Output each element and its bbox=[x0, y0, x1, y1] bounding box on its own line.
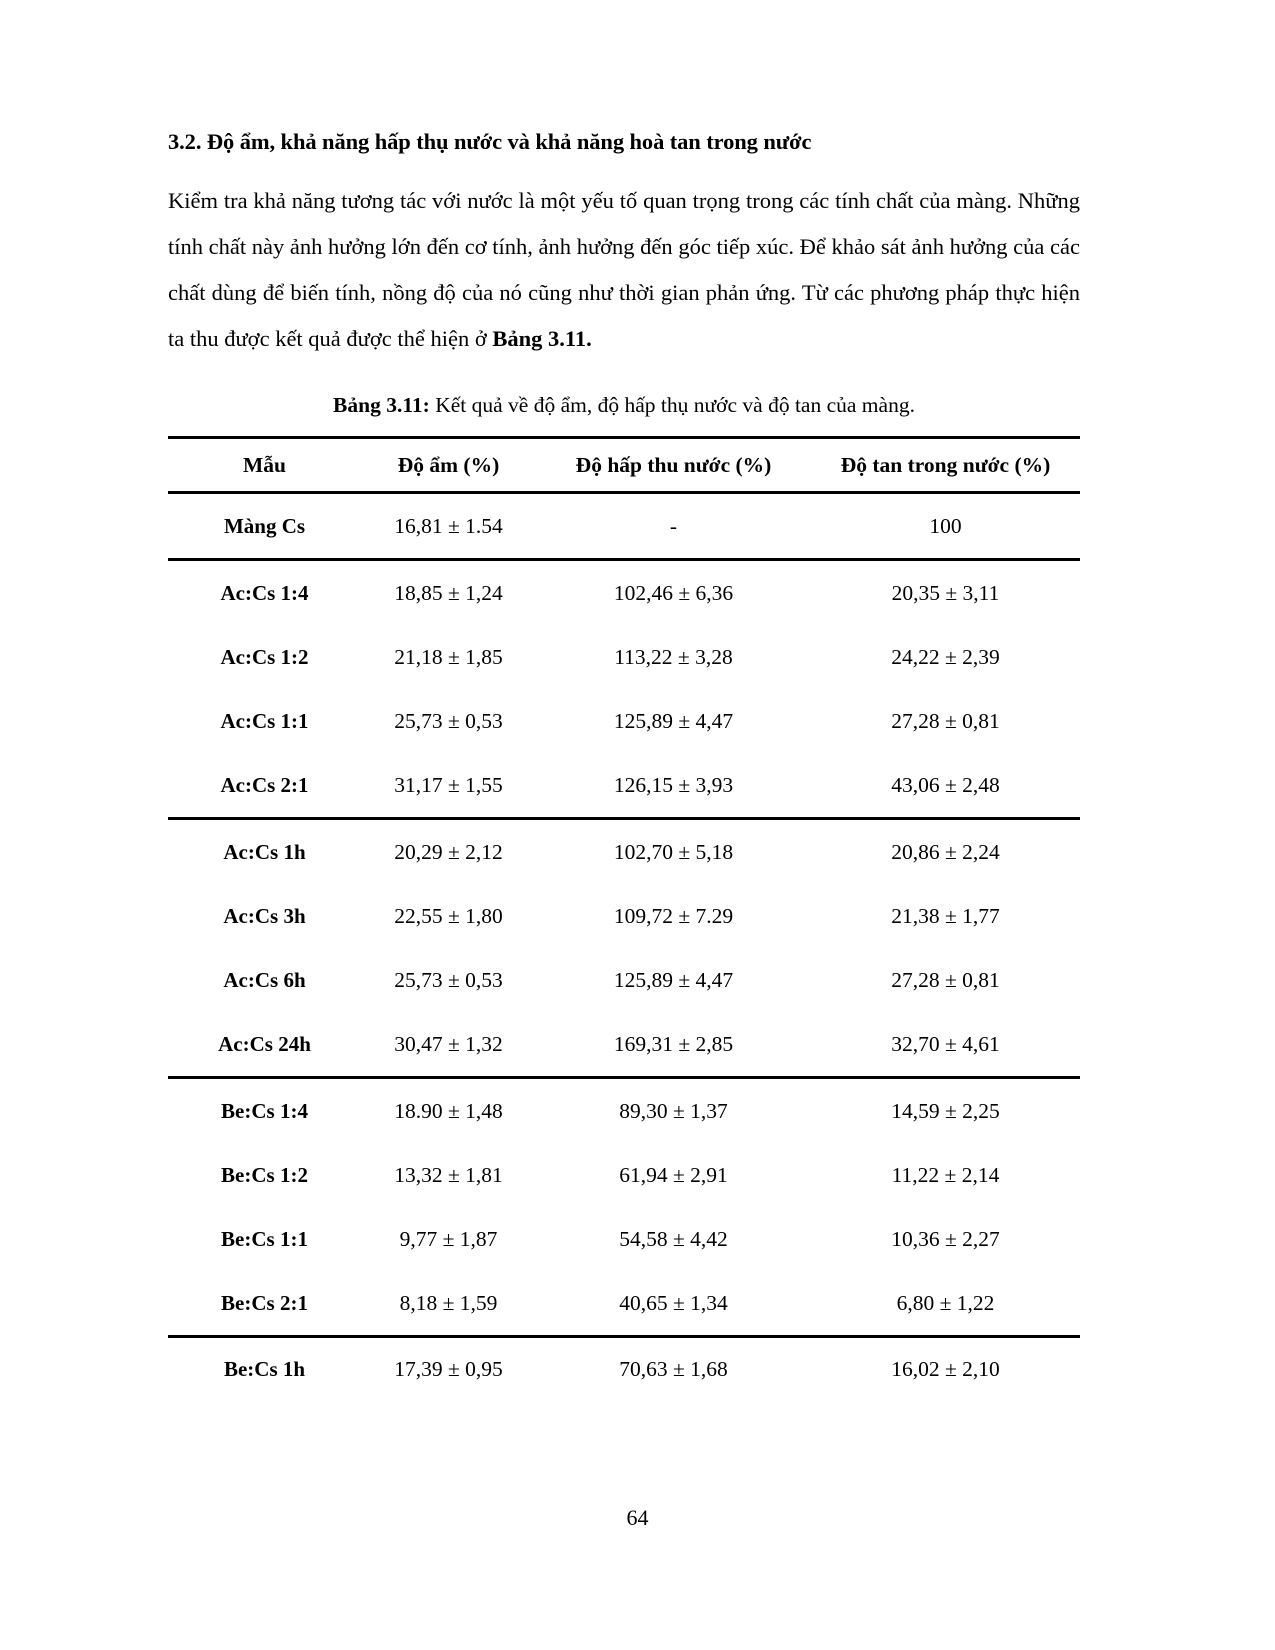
paragraph-text: Kiểm tra khả năng tương tác với nước là … bbox=[168, 188, 1080, 352]
column-header-absorption: Độ hấp thu nước (%) bbox=[575, 452, 772, 477]
cell-solubility: 32,70 ± 4,61 bbox=[891, 1031, 1000, 1056]
paragraph-bold-reference: Bảng 3.11. bbox=[492, 326, 592, 352]
table-row: Be:Cs 1:4 18.90 ± 1,48 89,30 ± 1,37 14,59 ±… bbox=[168, 1078, 1080, 1144]
body-paragraph: Kiểm tra khả năng tương tác với nước là … bbox=[168, 178, 1080, 362]
cell-sample: Ac:Cs 1:2 bbox=[220, 644, 309, 669]
page-content: 3.2. Độ ẩm, khả năng hấp thụ nước và khả… bbox=[168, 128, 1080, 1400]
results-table: Mẫu Độ ẩm (%) Độ hấp thu nước (%) Độ tan… bbox=[168, 436, 1080, 1400]
table-caption-label: Bảng 3.11: bbox=[333, 393, 430, 418]
cell-sample: Be:Cs 2:1 bbox=[221, 1290, 308, 1315]
table-row: Be:Cs 1:2 13,32 ± 1,81 61,94 ± 2,91 11,22 ±… bbox=[168, 1143, 1080, 1207]
cell-moisture: 21,18 ± 1,85 bbox=[394, 644, 503, 669]
column-header-solubility: Độ tan trong nước (%) bbox=[840, 452, 1051, 477]
cell-moisture: 30,47 ± 1,32 bbox=[394, 1031, 503, 1056]
cell-absorption: 126,15 ± 3,93 bbox=[613, 772, 734, 797]
cell-moisture: 31,17 ± 1,55 bbox=[394, 772, 503, 797]
table-row: Ac:Cs 24h 30,47 ± 1,32 169,31 ± 2,85 32,70 … bbox=[168, 1012, 1080, 1078]
cell-absorption: 125,89 ± 4,47 bbox=[613, 967, 734, 992]
cell-absorption: 109,72 ± 7.29 bbox=[613, 903, 734, 928]
table-row: Ac:Cs 6h 25,73 ± 0,53 125,89 ± 4,47 27,28 ±… bbox=[168, 948, 1080, 1012]
cell-absorption: 125,89 ± 4,47 bbox=[613, 708, 734, 733]
table-row: Ac:Cs 1:2 21,18 ± 1,85 113,22 ± 3,28 24,22 … bbox=[168, 625, 1080, 689]
cell-moisture: 20,29 ± 2,12 bbox=[394, 839, 503, 864]
table-row: Ac:Cs 3h 22,55 ± 1,80 109,72 ± 7.29 21,38 ±… bbox=[168, 884, 1080, 948]
cell-solubility: 20,35 ± 3,11 bbox=[891, 580, 1000, 605]
cell-absorption: 61,94 ± 2,91 bbox=[619, 1162, 728, 1187]
cell-solubility: 20,86 ± 2,24 bbox=[891, 839, 1000, 864]
cell-sample: Màng Cs bbox=[223, 513, 306, 538]
table-row: Be:Cs 1:1 9,77 ± 1,87 54,58 ± 4,42 10,36 ± … bbox=[168, 1207, 1080, 1271]
cell-absorption: 102,70 ± 5,18 bbox=[613, 839, 734, 864]
cell-sample: Be:Cs 1:1 bbox=[221, 1226, 308, 1251]
cell-sample: Be:Cs 1h bbox=[223, 1356, 306, 1381]
cell-solubility: 27,28 ± 0,81 bbox=[891, 967, 1000, 992]
cell-solubility: 16,02 ± 2,10 bbox=[891, 1356, 1000, 1381]
cell-absorption: 54,58 ± 4,42 bbox=[619, 1226, 728, 1251]
cell-moisture: 18,85 ± 1,24 bbox=[394, 580, 503, 605]
cell-solubility: 6,80 ± 1,22 bbox=[896, 1290, 995, 1315]
cell-sample: Ac:Cs 24h bbox=[218, 1031, 311, 1056]
page-number: 64 bbox=[626, 1505, 649, 1530]
table-row: Ac:Cs 1:1 25,73 ± 0,53 125,89 ± 4,47 27,28 … bbox=[168, 689, 1080, 753]
cell-absorption: 70,63 ± 1,68 bbox=[619, 1356, 728, 1381]
cell-solubility: 100 bbox=[929, 513, 962, 538]
cell-solubility: 24,22 ± 2,39 bbox=[891, 644, 1000, 669]
column-header-moisture: Độ ẩm (%) bbox=[397, 452, 500, 477]
table-row: Ac:Cs 2:1 31,17 ± 1,55 126,15 ± 3,93 43,06 … bbox=[168, 753, 1080, 819]
cell-sample: Ac:Cs 1h bbox=[223, 839, 306, 864]
cell-solubility: 21,38 ± 1,77 bbox=[891, 903, 1000, 928]
cell-solubility: 43,06 ± 2,48 bbox=[891, 772, 1000, 797]
cell-sample: Ac:Cs 1:4 bbox=[220, 580, 309, 605]
cell-moisture: 13,32 ± 1,81 bbox=[394, 1162, 503, 1187]
cell-moisture: 22,55 ± 1,80 bbox=[394, 903, 503, 928]
cell-moisture: 16,81 ± 1.54 bbox=[394, 513, 503, 538]
column-header-sample: Mẫu bbox=[243, 452, 286, 477]
cell-moisture: 17,39 ± 0,95 bbox=[394, 1356, 503, 1381]
cell-sample: Ac:Cs 6h bbox=[223, 967, 306, 992]
cell-absorption: 169,31 ± 2,85 bbox=[613, 1031, 734, 1056]
cell-moisture: 18.90 ± 1,48 bbox=[394, 1098, 503, 1123]
table-header-row: Mẫu Độ ẩm (%) Độ hấp thu nước (%) Độ tan… bbox=[168, 437, 1080, 493]
cell-sample: Ac:Cs 3h bbox=[223, 903, 306, 928]
table-caption-text: Kết quả về độ ẩm, độ hấp thụ nước và độ … bbox=[429, 393, 915, 418]
cell-absorption: - bbox=[669, 513, 678, 538]
cell-solubility: 11,22 ± 2,14 bbox=[891, 1162, 1000, 1187]
cell-solubility: 27,28 ± 0,81 bbox=[891, 708, 1000, 733]
cell-moisture: 9,77 ± 1,87 bbox=[399, 1226, 498, 1251]
cell-absorption: 40,65 ± 1,34 bbox=[619, 1290, 728, 1315]
cell-sample: Ac:Cs 2:1 bbox=[220, 772, 309, 797]
cell-sample: Be:Cs 1:4 bbox=[221, 1098, 308, 1123]
cell-moisture: 25,73 ± 0,53 bbox=[394, 708, 503, 733]
section-heading: 3.2. Độ ẩm, khả năng hấp thụ nước và khả… bbox=[168, 129, 812, 154]
cell-solubility: 10,36 ± 2,27 bbox=[891, 1226, 1000, 1251]
cell-absorption: 113,22 ± 3,28 bbox=[614, 644, 733, 669]
table-header: Mẫu Độ ẩm (%) Độ hấp thu nước (%) Độ tan… bbox=[168, 437, 1080, 493]
table-row: Ac:Cs 1:4 18,85 ± 1,24 102,46 ± 6,36 20,35 … bbox=[168, 560, 1080, 626]
cell-absorption: 89,30 ± 1,37 bbox=[619, 1098, 728, 1123]
cell-sample: Ac:Cs 1:1 bbox=[220, 708, 309, 733]
cell-solubility: 14,59 ± 2,25 bbox=[891, 1098, 1000, 1123]
cell-sample: Be:Cs 1:2 bbox=[221, 1162, 308, 1187]
cell-absorption: 102,46 ± 6,36 bbox=[613, 580, 734, 605]
table-row: Màng Cs 16,81 ± 1.54 - 100 bbox=[168, 493, 1080, 560]
table-row: Be:Cs 2:1 8,18 ± 1,59 40,65 ± 1,34 6,80 ± 1… bbox=[168, 1271, 1080, 1337]
table-caption: Bảng 3.11: Kết quả về độ ẩm, độ hấp thụ … bbox=[168, 392, 1080, 420]
table-body: Màng Cs 16,81 ± 1.54 - 100 Ac:Cs 1:4 18,85 ± … bbox=[168, 493, 1080, 1401]
cell-moisture: 25,73 ± 0,53 bbox=[394, 967, 503, 992]
table-row: Ac:Cs 1h 20,29 ± 2,12 102,70 ± 5,18 20,86 ±… bbox=[168, 819, 1080, 885]
table-row: Be:Cs 1h 17,39 ± 0,95 70,63 ± 1,68 16,02 ± … bbox=[168, 1337, 1080, 1401]
cell-moisture: 8,18 ± 1,59 bbox=[399, 1290, 498, 1315]
